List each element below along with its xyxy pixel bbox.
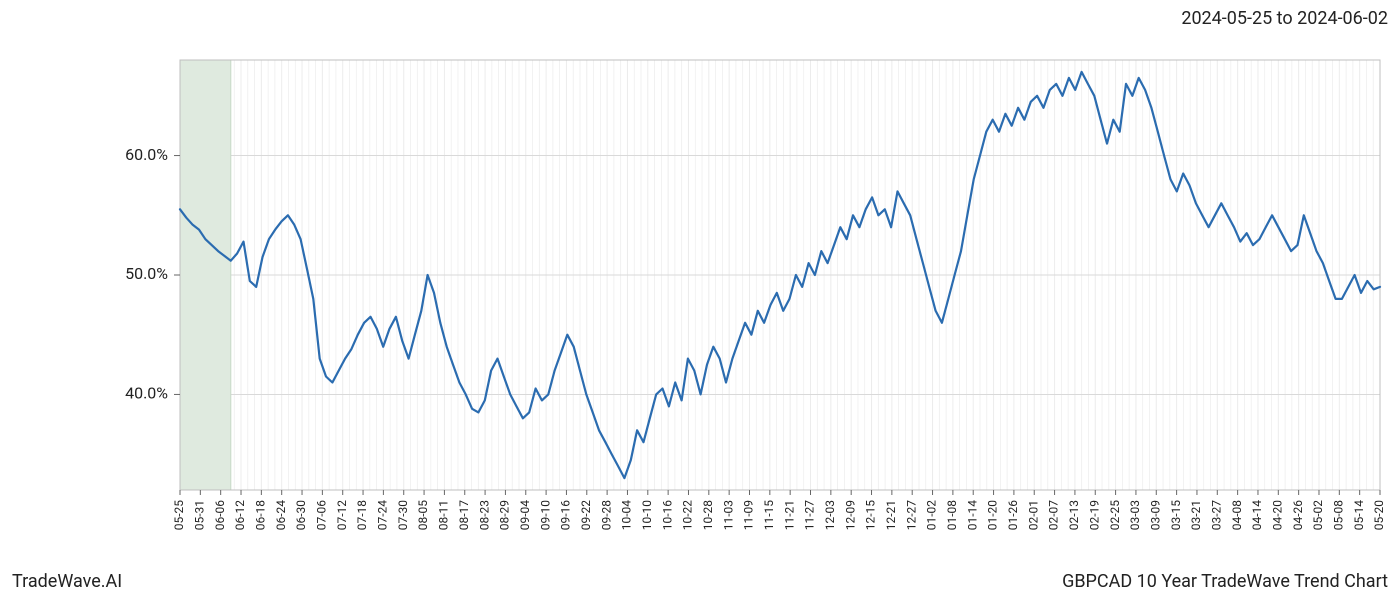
x-tick-label: 12-09 xyxy=(843,500,857,530)
x-tick-label: 05-08 xyxy=(1331,500,1345,531)
x-tick-label: 01-02 xyxy=(925,500,939,531)
x-tick-label: 09-28 xyxy=(599,500,613,531)
x-tick-label: 09-22 xyxy=(579,500,593,531)
x-tick-label: 01-26 xyxy=(1006,500,1020,531)
x-tick-label: 02-19 xyxy=(1087,500,1101,530)
x-tick-label: 08-23 xyxy=(477,500,491,530)
x-tick-label: 05-14 xyxy=(1352,500,1366,531)
x-tick-label: 10-04 xyxy=(620,500,634,531)
x-tick-label: 04-26 xyxy=(1291,500,1305,531)
x-tick-label: 12-03 xyxy=(823,500,837,530)
chart-title: GBPCAD 10 Year TradeWave Trend Chart xyxy=(1062,571,1388,592)
x-tick-label: 06-06 xyxy=(213,500,227,531)
x-tick-label: 03-21 xyxy=(1189,500,1203,530)
x-tick-label: 04-08 xyxy=(1230,500,1244,531)
x-tick-label: 09-04 xyxy=(518,500,532,531)
x-tick-label: 02-01 xyxy=(1026,500,1040,530)
x-tick-label: 07-30 xyxy=(396,500,410,531)
x-tick-label: 07-06 xyxy=(315,500,329,531)
x-tick-label: 06-30 xyxy=(294,500,308,531)
x-tick-label: 08-05 xyxy=(416,500,430,531)
y-tick-label: 40.0% xyxy=(125,384,168,403)
x-tick-label: 10-28 xyxy=(701,500,715,531)
x-tick-label: 11-27 xyxy=(803,500,817,531)
date-range-label: 2024-05-25 to 2024-06-02 xyxy=(1181,8,1388,29)
brand-label: TradeWave.AI xyxy=(12,571,122,592)
x-tick-label: 10-22 xyxy=(681,500,695,531)
x-tick-label: 04-20 xyxy=(1270,500,1284,531)
x-tick-label: 06-18 xyxy=(254,500,268,531)
x-tick-label: 07-24 xyxy=(376,500,390,531)
x-tick-label: 08-17 xyxy=(457,500,471,531)
x-tick-label: 04-14 xyxy=(1250,500,1264,531)
x-tick-label: 03-27 xyxy=(1209,500,1223,531)
y-tick-label: 50.0% xyxy=(125,264,168,283)
x-tick-label: 03-09 xyxy=(1148,500,1162,530)
x-tick-label: 02-07 xyxy=(1047,500,1061,531)
x-tick-label: 01-14 xyxy=(965,500,979,531)
x-tick-label: 03-03 xyxy=(1128,500,1142,530)
x-tick-label: 05-25 xyxy=(172,500,186,531)
x-tick-label: 05-20 xyxy=(1372,500,1386,531)
x-tick-label: 02-13 xyxy=(1067,500,1081,530)
x-tick-label: 07-18 xyxy=(355,500,369,531)
x-tick-label: 06-12 xyxy=(233,500,247,531)
y-tick-label: 60.0% xyxy=(125,145,168,164)
x-tick-label: 10-16 xyxy=(660,500,674,531)
x-tick-label: 12-21 xyxy=(884,500,898,530)
x-tick-label: 03-15 xyxy=(1169,500,1183,531)
x-tick-label: 09-16 xyxy=(559,500,573,531)
x-tick-label: 11-03 xyxy=(721,500,735,530)
x-tick-label: 02-25 xyxy=(1108,500,1122,531)
x-tick-label: 07-12 xyxy=(335,500,349,531)
x-tick-label: 12-15 xyxy=(864,500,878,531)
x-tick-label: 01-20 xyxy=(986,500,1000,531)
x-tick-label: 08-29 xyxy=(498,500,512,530)
x-tick-label: 11-09 xyxy=(742,500,756,530)
x-tick-label: 06-24 xyxy=(274,500,288,531)
x-tick-label: 09-10 xyxy=(538,500,552,531)
x-tick-label: 01-08 xyxy=(945,500,959,531)
x-tick-label: 05-31 xyxy=(193,500,207,530)
x-tick-label: 11-21 xyxy=(782,500,796,530)
x-tick-label: 10-10 xyxy=(640,500,654,531)
x-tick-label: 08-11 xyxy=(437,500,451,530)
trend-chart: 40.0% 50.0% 60.0% 05-25 05-31 06-06 06-12 06-18… xyxy=(0,40,1400,560)
x-tick-label: 11-15 xyxy=(762,500,776,531)
x-tick-label: 12-27 xyxy=(904,500,918,531)
x-tick-label: 05-02 xyxy=(1311,500,1325,531)
